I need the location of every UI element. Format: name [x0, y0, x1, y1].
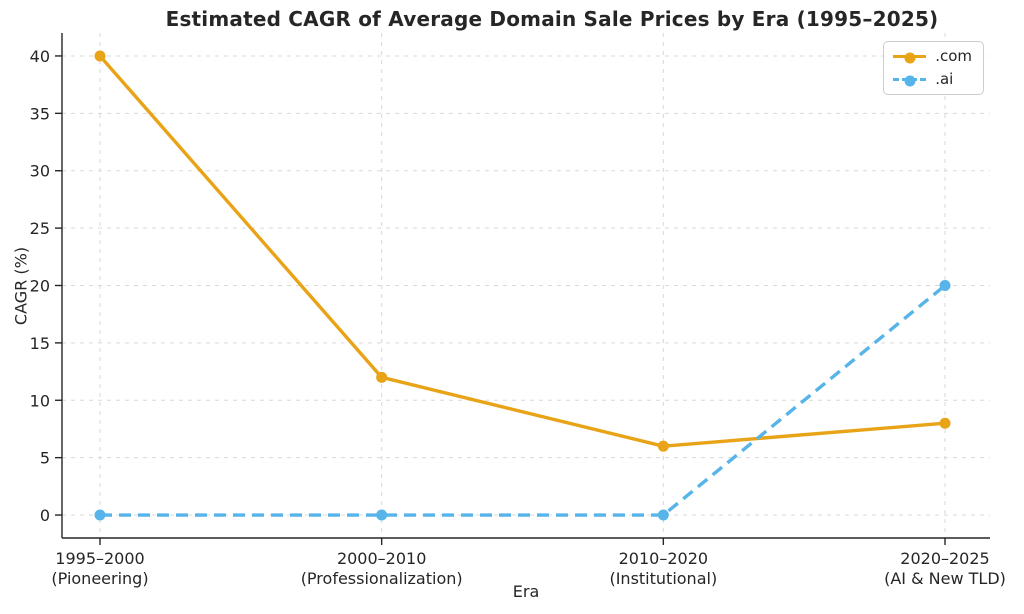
y-axis-label: CAGR (%): [11, 246, 31, 326]
legend-label-com: .com: [935, 47, 972, 65]
series-line-ai: [100, 284, 947, 517]
series-marker-ai: [94, 509, 106, 521]
legend-line-sample-ai: [893, 75, 927, 87]
legend-label-ai: .ai: [935, 70, 954, 88]
series-marker-com: [657, 440, 669, 452]
legend-line-sample-com: [893, 52, 927, 64]
x-tick-label: 2020–2025 (AI & New TLD): [884, 549, 1006, 588]
y-tick-label: 25: [30, 219, 50, 238]
series-marker-com: [94, 50, 106, 62]
y-tick-label: 30: [30, 162, 50, 181]
legend: .com .ai: [883, 41, 984, 95]
y-tick-label: 40: [30, 47, 50, 66]
series-marker-ai: [939, 280, 951, 291]
legend-item-ai: .ai: [893, 72, 972, 87]
y-tick-label: 35: [30, 104, 50, 123]
y-tick-label: 10: [30, 391, 50, 410]
x-tick-label: 1995–2000 (Pioneering): [51, 549, 148, 588]
series-marker-ai: [657, 509, 669, 521]
legend-marker-com: [904, 52, 916, 64]
legend-item-com: .com: [893, 49, 972, 64]
series-marker-com: [939, 417, 951, 429]
series-marker-com: [376, 371, 388, 383]
y-tick-label: 15: [30, 334, 50, 353]
y-tick-label: 20: [30, 277, 50, 296]
series-marker-ai: [376, 509, 388, 521]
x-tick-label: 2010–2020 (Institutional): [609, 549, 717, 588]
legend-marker-ai: [904, 75, 916, 87]
series-line-com: [98, 54, 946, 448]
chart-title: Estimated CAGR of Average Domain Sale Pr…: [165, 7, 939, 31]
y-tick-label: 5: [40, 449, 50, 468]
x-tick-label: 2000–2010 (Professionalization): [301, 549, 463, 588]
y-tick-label: 0: [40, 506, 50, 525]
x-axis-label: Era: [512, 582, 540, 601]
